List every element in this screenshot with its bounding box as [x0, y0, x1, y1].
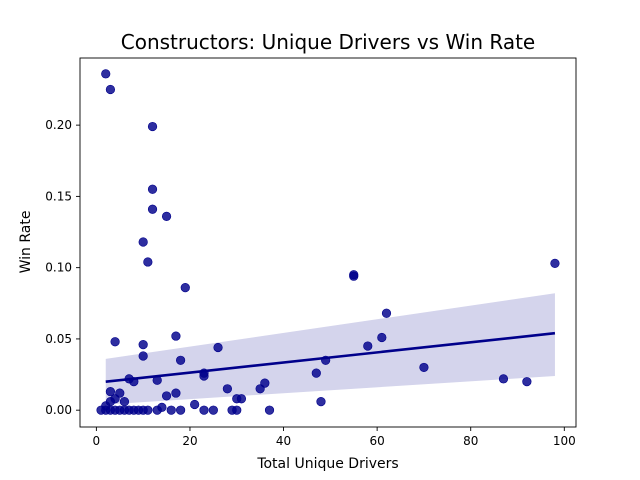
data-point — [363, 341, 373, 351]
data-point — [213, 342, 223, 353]
data-point — [208, 405, 218, 415]
x-tick-label: 0 — [93, 434, 101, 448]
data-point — [311, 368, 321, 378]
data-point — [138, 237, 148, 247]
data-point — [381, 308, 392, 318]
x-tick-label: 40 — [276, 434, 291, 448]
data-point — [143, 257, 153, 267]
data-point — [190, 399, 200, 410]
data-point — [236, 394, 247, 404]
data-point — [316, 397, 326, 407]
data-point — [176, 355, 186, 365]
data-point — [166, 405, 176, 415]
data-point — [138, 351, 148, 361]
data-point — [105, 84, 116, 95]
data-point — [147, 121, 158, 132]
plot-area: 0 20 40 60 80 100 0.00 0.05 0.10 0.15 0.20 — [45, 57, 577, 448]
data-point — [349, 271, 359, 281]
data-point — [161, 211, 172, 221]
data-point — [101, 69, 111, 79]
data-point — [147, 184, 158, 194]
data-point — [264, 405, 275, 415]
data-point — [119, 397, 130, 407]
data-point — [152, 405, 162, 415]
data-point — [550, 258, 560, 268]
data-point — [222, 384, 232, 394]
data-point — [199, 405, 209, 415]
y-tick-label: 0.15 — [45, 189, 72, 203]
data-point — [138, 340, 148, 350]
y-tick-label: 0.05 — [45, 332, 72, 346]
data-point — [498, 374, 509, 384]
data-point — [171, 331, 181, 341]
data-point — [105, 387, 116, 397]
data-point — [522, 377, 532, 387]
x-tick-label: 60 — [369, 434, 384, 448]
data-point — [147, 204, 158, 214]
data-point — [176, 405, 186, 415]
x-axis-label: Total Unique Drivers — [256, 456, 398, 472]
data-point — [255, 384, 265, 394]
x-tick-label: 20 — [182, 434, 197, 448]
data-point — [377, 332, 387, 343]
y-tick-label: 0.20 — [45, 118, 72, 132]
x-tick-label: 100 — [553, 434, 576, 448]
data-point — [419, 362, 429, 373]
y-tick-label: 0.10 — [45, 261, 72, 275]
confidence-band — [105, 293, 555, 405]
data-point — [171, 388, 181, 398]
data-point — [143, 405, 153, 415]
y-tick-label: 0.00 — [45, 403, 72, 417]
y-axis-label: Win Rate — [18, 211, 34, 274]
regression-line — [105, 331, 556, 383]
data-point — [110, 337, 120, 347]
data-point — [161, 391, 172, 401]
data-point — [180, 283, 190, 293]
data-point — [199, 371, 209, 381]
x-tick-label: 80 — [463, 434, 478, 448]
axes-frame — [79, 57, 577, 428]
data-point — [232, 405, 242, 415]
chart-title: Constructors: Unique Drivers vs Win Rate — [121, 30, 535, 54]
